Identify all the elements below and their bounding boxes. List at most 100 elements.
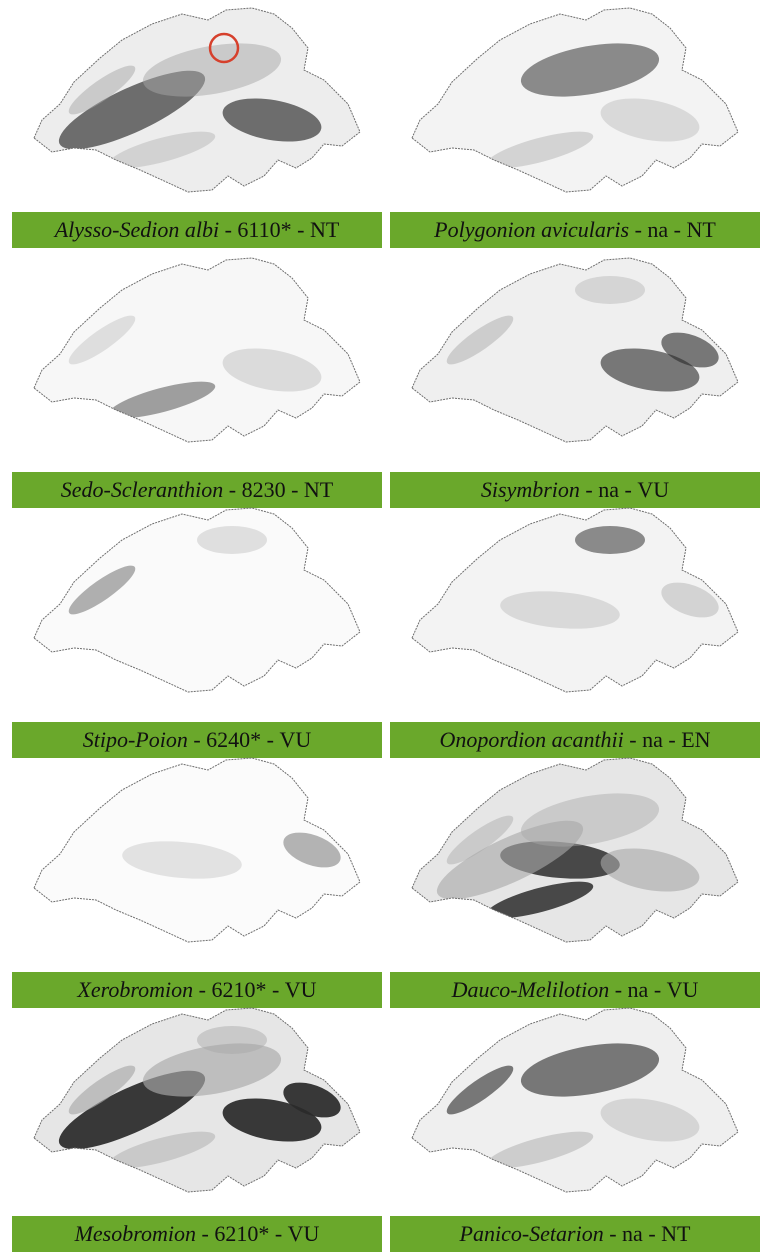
habitat-code: 6240* (206, 727, 262, 752)
switzerland-map (390, 0, 760, 200)
map-panel: Onopordion acanthii - na - EN (390, 500, 760, 758)
country-outline (33, 257, 361, 443)
habitat-code: na (622, 1221, 643, 1246)
switzerland-map (12, 1000, 382, 1200)
highlight-circle (208, 32, 240, 64)
switzerland-map (12, 250, 382, 450)
separator: - (187, 727, 207, 752)
alliance-label: Sedo-Scleranthion - 8230 - NT (12, 472, 382, 508)
alliance-name: Xerobromion (77, 977, 194, 1002)
red-list-status: VU (637, 477, 670, 502)
separator: - (195, 1221, 215, 1246)
occurrence-region (222, 1098, 322, 1142)
map-panel: Stipo-Poion - 6240* - VU (12, 500, 382, 758)
red-list-status: NT (661, 1221, 691, 1246)
habitat-code: na (647, 217, 669, 242)
red-list-status: EN (681, 727, 711, 752)
occurrence-region (661, 332, 719, 368)
switzerland-map (12, 500, 382, 700)
map-svg (411, 507, 739, 693)
switzerland-map (390, 1000, 760, 1200)
alliance-name: Alysso-Sedion albi (54, 217, 220, 242)
occurrence-region (68, 1065, 136, 1115)
occurrence-region (600, 848, 700, 892)
separator: - (648, 977, 667, 1002)
map-panel: Sedo-Scleranthion - 8230 - NT (12, 250, 382, 508)
country-fill (34, 508, 360, 692)
alliance-label: Alysso-Sedion albi - 6110* - NT (12, 212, 382, 248)
habitat-code: 8230 (241, 477, 286, 502)
country-outline (33, 507, 361, 693)
switzerland-map (12, 0, 382, 200)
alliance-label: Sisymbrion - na - VU (390, 472, 760, 508)
separator: - (623, 727, 643, 752)
separator: - (609, 977, 628, 1002)
country-fill (34, 758, 360, 942)
alliance-label: Onopordion acanthii - na - EN (390, 722, 760, 758)
occurrence-region (197, 1026, 267, 1054)
alliance-label: Mesobromion - 6210* - VU (12, 1216, 382, 1252)
alliance-label: Xerobromion - 6210* - VU (12, 972, 382, 1008)
separator: - (603, 1221, 623, 1246)
red-list-status: VU (284, 977, 317, 1002)
map-svg (411, 257, 739, 443)
map-svg (411, 757, 739, 943)
map-panel: Mesobromion - 6210* - VU (12, 1000, 382, 1252)
occurrence-region (446, 1065, 514, 1115)
separator: - (193, 977, 212, 1002)
alliance-name: Sedo-Scleranthion (60, 477, 224, 502)
country-outline (411, 757, 739, 943)
map-svg (33, 7, 361, 193)
alliance-label: Stipo-Poion - 6240* - VU (12, 722, 382, 758)
habitat-code: na (642, 727, 663, 752)
red-list-status: VU (666, 977, 699, 1002)
country-outline (411, 257, 739, 443)
map-panel: Sisymbrion - na - VU (390, 250, 760, 508)
map-svg (33, 757, 361, 943)
country-outline (411, 7, 739, 193)
occurrence-region (446, 315, 514, 365)
occurrence-region (283, 832, 341, 868)
occurrence-region (520, 43, 660, 97)
alliance-name: Sisymbrion (480, 477, 580, 502)
red-list-status: NT (303, 477, 334, 502)
occurrence-region (600, 98, 700, 142)
separator: - (269, 1221, 288, 1246)
country-outline (33, 1007, 361, 1193)
alliance-name: Onopordion acanthii (439, 727, 624, 752)
map-panel: Panico-Setarion - na - NT (390, 1000, 760, 1252)
occurrence-region (68, 65, 136, 115)
separator: - (261, 727, 280, 752)
separator: - (219, 217, 238, 242)
occurrence-region (197, 526, 267, 554)
occurrence-region (122, 841, 242, 879)
switzerland-map (390, 750, 760, 950)
map-svg (411, 1007, 739, 1193)
red-list-status: NT (309, 217, 340, 242)
occurrence-region (600, 1098, 700, 1142)
occurrence-region (661, 582, 719, 618)
country-fill (412, 508, 738, 692)
alliance-name: Panico-Setarion (459, 1221, 604, 1246)
alliance-name: Polygonion avicularis (434, 217, 630, 242)
habitat-code: na (598, 477, 619, 502)
occurrence-region (436, 820, 584, 900)
map-svg (33, 1007, 361, 1193)
red-list-status: VU (279, 727, 312, 752)
red-list-status: NT (686, 217, 716, 242)
country-outline (411, 507, 739, 693)
separator: - (266, 977, 285, 1002)
alliance-name: Mesobromion (74, 1221, 196, 1246)
switzerland-map (390, 250, 760, 450)
separator: - (579, 477, 599, 502)
separator: - (291, 217, 310, 242)
occurrence-region (222, 98, 322, 142)
separator: - (668, 217, 687, 242)
occurrence-region (575, 276, 645, 304)
alliance-name: Stipo-Poion (82, 727, 188, 752)
occurrence-region (108, 381, 216, 419)
switzerland-map (390, 500, 760, 700)
country-fill (34, 258, 360, 442)
occurrence-region (68, 565, 136, 615)
map-svg (33, 257, 361, 443)
